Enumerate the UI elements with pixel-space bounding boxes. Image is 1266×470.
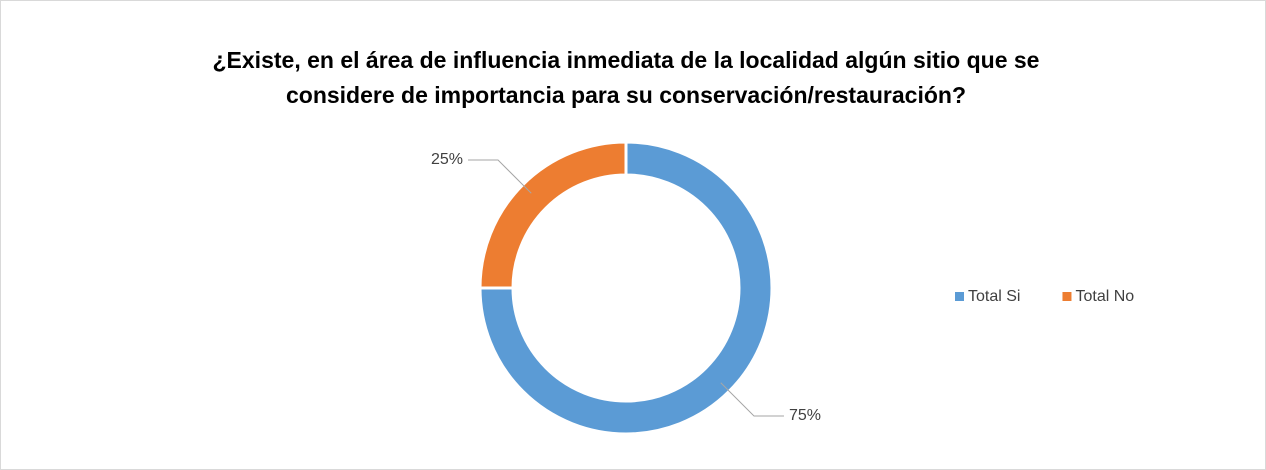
- legend-swatch: [955, 292, 964, 301]
- leader-line: [720, 382, 784, 417]
- chart-title: considere de importancia para su conserv…: [286, 82, 966, 108]
- legend-label: Total Si: [968, 288, 1020, 305]
- slice: [478, 140, 774, 436]
- legend-label: Total No: [1075, 288, 1134, 305]
- slice: [478, 140, 628, 290]
- leader-line: [468, 159, 532, 194]
- chart-title: ¿Existe, en el área de influencia inmedi…: [213, 47, 1040, 73]
- legend-swatch: [1062, 292, 1072, 301]
- data-label: 25%: [431, 151, 463, 168]
- data-label: 75%: [789, 407, 821, 424]
